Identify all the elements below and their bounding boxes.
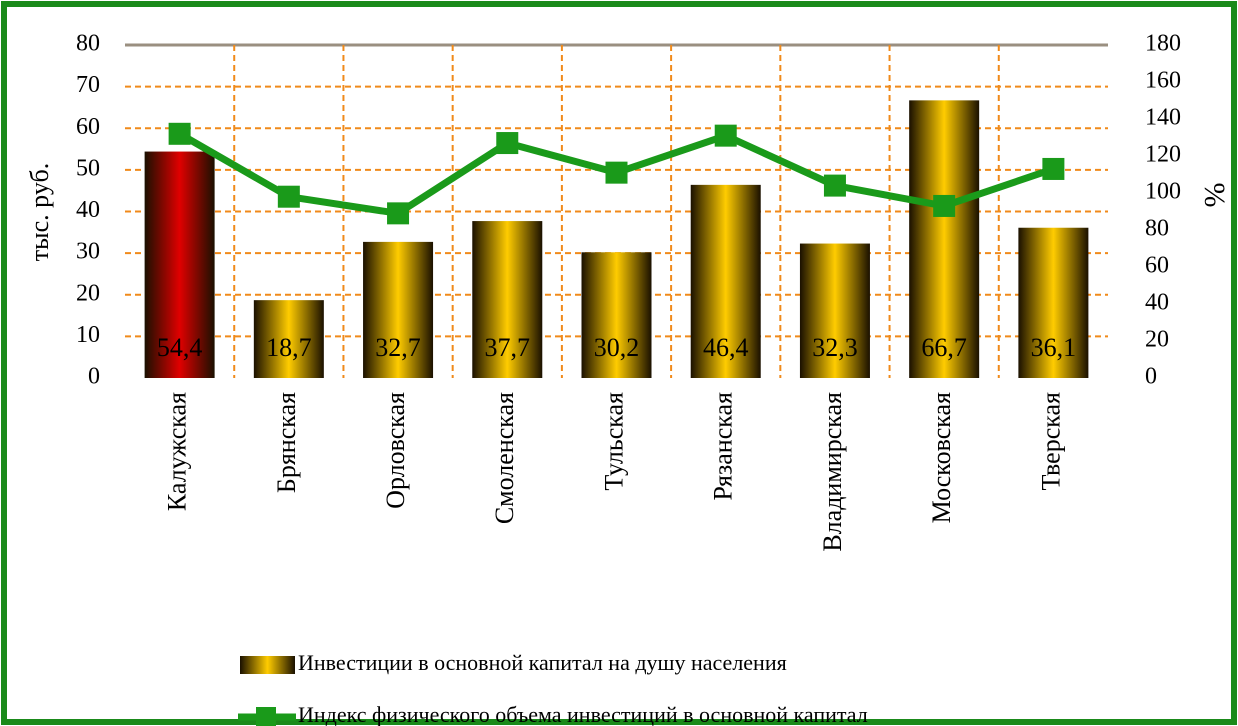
y2-tick-label: 60 (1145, 253, 1169, 279)
legend-swatch (240, 656, 295, 674)
x-tick-label: Брянская (272, 392, 301, 493)
y-tick-label: 30 (76, 239, 100, 265)
bar (909, 100, 980, 378)
bar (690, 184, 761, 378)
y-tick-label: 50 (76, 155, 100, 181)
y-axis-label: тыс. руб. (25, 163, 54, 261)
x-tick-label: Смоленская (490, 392, 519, 524)
line-marker (496, 132, 519, 155)
x-tick-label: Московская (927, 392, 956, 523)
legend-label: Индекс физического объема инвестиций в о… (298, 702, 868, 726)
data-label: 36,1 (1031, 333, 1077, 362)
x-tick-label: Владимирская (818, 392, 847, 552)
x-tick-label: Тверская (1036, 392, 1065, 491)
y-tick-label: 70 (76, 72, 100, 98)
y2-tick-label: 180 (1145, 31, 1181, 57)
line-marker (823, 174, 846, 197)
line-marker (714, 124, 737, 147)
y2-tick-label: 20 (1145, 327, 1169, 353)
line-marker (605, 161, 628, 184)
line-marker (1042, 157, 1065, 180)
y-tick-label: 60 (76, 114, 100, 140)
y2-tick-label: 120 (1145, 142, 1181, 168)
line-marker (933, 194, 956, 217)
bar (581, 252, 652, 378)
bar (144, 151, 215, 378)
x-tick-label: Калужская (163, 392, 192, 511)
bar (1018, 227, 1089, 378)
x-tick-label: Рязанская (709, 392, 738, 500)
x-tick-label: Орловская (381, 392, 410, 509)
y-tick-label: 20 (76, 280, 100, 306)
line-marker (387, 202, 410, 225)
y-tick-label: 80 (76, 31, 100, 57)
y2-tick-label: 80 (1145, 216, 1169, 242)
y2-tick-label: 40 (1145, 290, 1169, 316)
bar (472, 221, 543, 378)
y-tick-label: 10 (76, 322, 100, 348)
y-tick-label: 0 (88, 364, 100, 390)
y2-tick-label: 100 (1145, 179, 1181, 205)
data-label: 54,4 (157, 333, 203, 362)
data-label: 46,4 (703, 333, 749, 362)
data-label: 32,3 (812, 333, 858, 362)
legend-marker (256, 707, 276, 726)
line-marker (277, 185, 300, 208)
y2-tick-label: 160 (1145, 68, 1181, 94)
y2-tick-label: 140 (1145, 105, 1181, 131)
data-label: 18,7 (266, 333, 312, 362)
y2-axis-label: % (1198, 183, 1231, 208)
bar (253, 300, 324, 378)
data-label: 66,7 (921, 333, 967, 362)
bar (799, 243, 870, 378)
y-tick-label: 40 (76, 197, 100, 223)
x-tick-label: Тульская (599, 392, 628, 491)
bar (363, 241, 434, 378)
data-label: 30,2 (594, 333, 640, 362)
legend-label: Инвестиции в основной капитал на душу на… (298, 650, 787, 675)
data-label: 37,7 (485, 333, 531, 362)
data-label: 32,7 (375, 333, 421, 362)
y2-tick-label: 0 (1145, 364, 1157, 390)
line-marker (168, 122, 191, 145)
